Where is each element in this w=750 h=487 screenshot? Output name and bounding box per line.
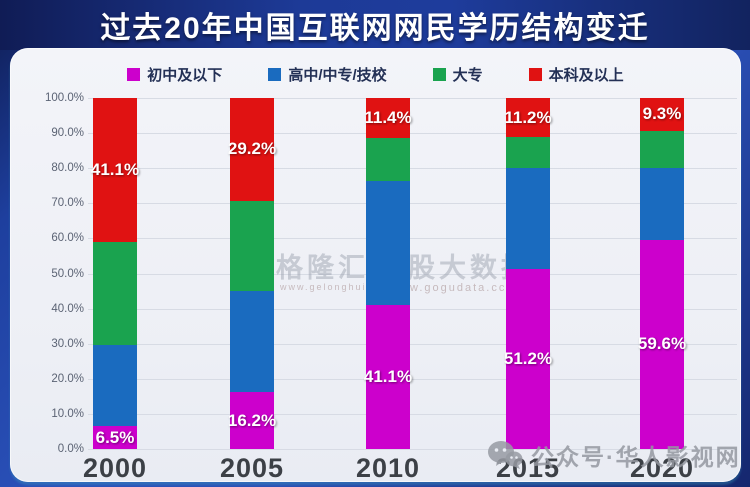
stacked-bar-2005: 16.2% 29.2% [228,98,276,449]
bar-segment-大专 [366,138,410,181]
bar-segment-初中及以下: 6.5% [93,426,137,449]
bar-segment-初中及以下: 59.6% [638,239,686,449]
watermark-gelonghui: 格隆汇 [276,253,369,283]
gridline [88,343,737,345]
gridline [88,449,737,450]
data-label: 11.4% [364,108,412,128]
page-title: 过去20年中国互联网网民学历结构变迁 [100,12,650,45]
legend-label: 初中及以下 [147,66,223,84]
bar-segment-大专 [506,137,550,168]
bar-segment-高中/中专/技校 [506,167,550,270]
bar-segment-本科及以上: 41.1% [91,98,139,243]
bar-segment-大专 [230,200,274,291]
data-label: 51.2% [503,349,553,369]
bar-segment-本科及以上: 11.4% [364,98,412,139]
legend-item-1: 高中/中专/技校 [268,64,387,85]
legend-item-0: 初中及以下 [127,64,222,85]
bar-segment-初中及以下: 51.2% [504,269,552,449]
gridline [88,98,737,99]
gridline [88,413,737,415]
data-label: 11.2% [504,107,552,127]
bar-segment-高中/中专/技校 [640,167,684,240]
watermark-gelonghui-url: www.gelonghui.com [280,282,395,292]
legend-item-2: 大专 [432,64,483,85]
legend-swatch-icon [268,67,282,81]
data-label: 41.1% [363,366,413,386]
legend-swatch-icon [127,67,141,81]
watermark-account: 公众号·华人影视网 [487,438,741,472]
data-label: 16.2% [227,410,277,430]
watermark-account-text: 公众号·华人影视网 [531,444,741,470]
legend-label: 大专 [452,66,483,84]
y-axis-tick-label: 20.0% [51,372,84,385]
data-label: 9.3% [642,104,682,124]
legend-label: 本科及以上 [548,66,624,84]
gridline [88,133,737,135]
y-axis-tick-label: 50.0% [51,267,84,280]
bar-segment-高中/中专/技校 [366,180,410,305]
legend-swatch-icon [432,67,446,81]
watermark-gogudata-url: w.gogudata.cc [410,282,507,294]
chart-legend: 初中及以下 高中/中专/技校 大专 本科及以上 [10,62,741,86]
bar-segment-高中/中专/技校 [230,290,274,393]
y-axis-tick-label: 0.0% [57,443,84,455]
stacked-bar-2010: 41.1% 11.4% [364,98,412,449]
x-axis-tick-label: 2020 [629,453,695,483]
legend-label: 高中/中专/技校 [288,66,387,84]
wechat-icon [487,440,523,470]
gridline [88,378,737,380]
bar-segment-大专 [640,130,684,168]
stacked-bar-2015: 51.2% 11.2% [504,98,552,449]
bar-segment-本科及以上: 11.2% [504,98,552,138]
y-axis-tick-label: 60.0% [51,232,84,245]
y-axis-tick-label: 70.0% [51,197,84,210]
y-axis-tick-label: 10.0% [51,407,84,420]
legend-item-3: 本科及以上 [528,64,624,85]
stacked-bar-2020: 59.6% 9.3% [638,98,686,449]
bar-segment-初中及以下: 41.1% [364,304,412,449]
title-bar: 过去20年中国互联网网民学历结构变迁 [0,0,750,50]
gridline [88,238,737,240]
bar-segment-初中及以下: 16.2% [228,392,276,449]
x-axis-tick-label: 2010 [355,453,421,483]
data-label: 59.6% [637,334,687,354]
y-axis-tick-label: 80.0% [51,162,84,175]
gridline [88,168,737,170]
data-label: 29.2% [227,139,277,159]
data-label: 41.1% [90,160,140,180]
y-axis-tick-label: 30.0% [51,337,84,350]
y-axis-tick-label: 40.0% [51,302,84,315]
legend-swatch-icon [528,67,542,81]
bar-segment-大专 [93,242,137,346]
bar-segment-本科及以上: 9.3% [640,98,684,131]
bar-segment-本科及以上: 29.2% [228,98,276,201]
gridline [88,203,737,205]
bar-segment-高中/中专/技校 [93,345,137,427]
gridline [88,308,737,310]
y-axis-tick-label: 100.0% [44,92,84,104]
stacked-bar-2000: 6.5% 41.1% [91,98,139,449]
gridline [88,273,737,275]
x-axis-tick-label: 2005 [219,453,285,483]
x-axis-tick-label: 2000 [82,453,148,483]
y-axis-tick-label: 90.0% [51,127,84,140]
data-label: 6.5% [95,427,135,447]
